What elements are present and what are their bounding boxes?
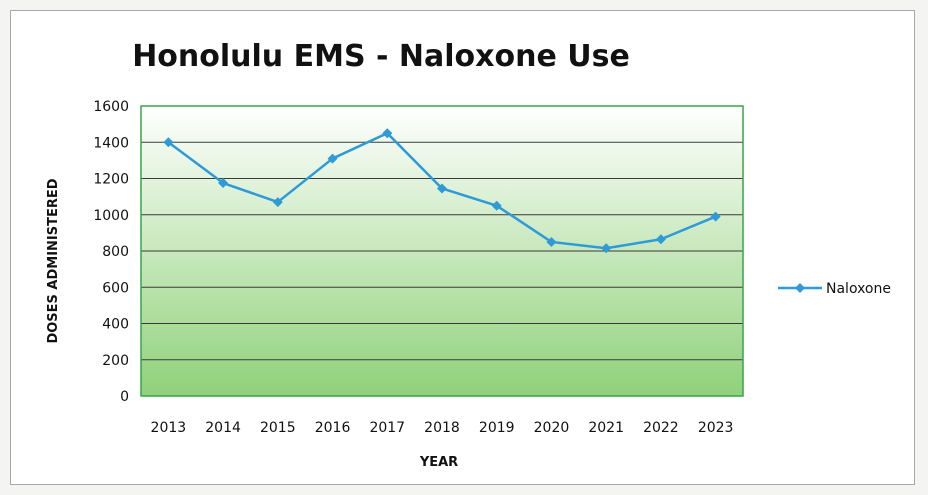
x-tick-label: 2021 xyxy=(588,420,624,436)
data-point xyxy=(163,137,174,148)
x-tick-label: 2015 xyxy=(260,420,296,436)
data-point xyxy=(437,183,447,194)
series-layer xyxy=(163,128,721,254)
y-tick-labels: 0 200 400 600 800 1000 1200 1400 1600 xyxy=(93,99,129,405)
data-point xyxy=(601,243,612,254)
y-axis-title: DOSES ADMINISTERED xyxy=(46,178,61,343)
y-tick-label: 800 xyxy=(102,244,129,260)
x-tick-label: 2013 xyxy=(151,420,187,436)
legend-label-naloxone: Naloxone xyxy=(826,281,891,297)
y-tick-label: 400 xyxy=(102,317,129,333)
chart-svg: Honolulu EMS - Naloxone Use 0 200 400 600 80… xyxy=(46,39,891,470)
legend: Naloxone xyxy=(778,281,891,297)
legend-marker-naloxone xyxy=(795,283,805,293)
y-tick-label: 200 xyxy=(102,353,129,369)
x-axis-title: YEAR xyxy=(419,455,458,470)
x-tick-labels: 2013 2014 2015 2016 2017 2018 2019 2020 2021 2022… xyxy=(151,420,734,436)
data-point xyxy=(655,234,666,245)
data-point xyxy=(272,197,283,208)
x-tick-label: 2019 xyxy=(479,420,515,436)
y-tick-label: 1400 xyxy=(93,135,129,151)
x-tick-label: 2022 xyxy=(643,420,679,436)
data-point xyxy=(491,200,502,211)
y-tick-label: 600 xyxy=(102,280,129,296)
data-point xyxy=(710,211,721,222)
x-tick-label: 2020 xyxy=(534,420,570,436)
x-tick-label: 2017 xyxy=(369,420,405,436)
chart-frame: Honolulu EMS - Naloxone Use 0 200 400 600 80… xyxy=(10,10,915,485)
chart-title: Honolulu EMS - Naloxone Use xyxy=(132,39,630,74)
data-point xyxy=(382,128,393,139)
x-tick-label: 2018 xyxy=(424,420,460,436)
plot-border xyxy=(140,105,744,397)
data-point xyxy=(546,236,557,247)
y-tick-label: 1600 xyxy=(93,99,129,115)
y-tick-label: 0 xyxy=(120,389,129,405)
x-tick-label: 2016 xyxy=(315,420,351,436)
x-tick-label: 2014 xyxy=(205,420,241,436)
data-point xyxy=(327,153,338,164)
x-tick-label: 2023 xyxy=(698,420,734,436)
y-tick-label: 1000 xyxy=(93,208,129,224)
data-point xyxy=(218,178,229,189)
y-tick-label: 1200 xyxy=(93,172,129,188)
